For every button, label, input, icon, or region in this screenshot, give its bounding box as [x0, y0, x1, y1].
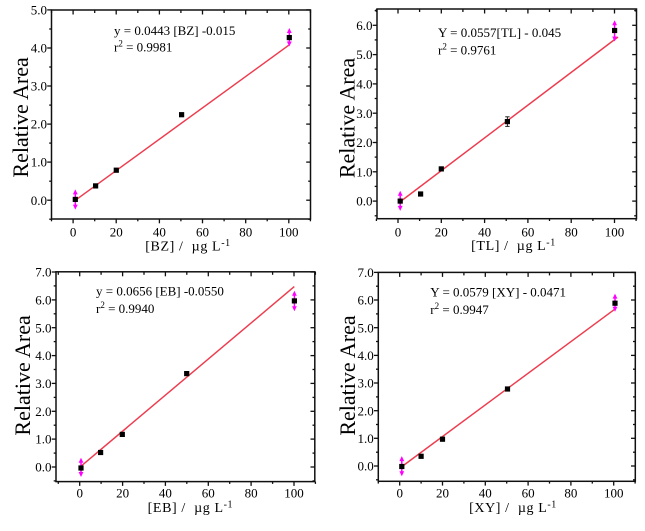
svg-text:Relative Area: Relative Area: [335, 58, 360, 179]
svg-text:[BZ] / µg L-1: [BZ] / µg L-1: [145, 238, 230, 255]
svg-text:40: 40: [478, 225, 491, 240]
svg-text:3.0: 3.0: [31, 79, 47, 94]
svg-text:y = 0.0443 [BZ] -0.015: y = 0.0443 [BZ] -0.015: [114, 23, 235, 38]
svg-text:6.0: 6.0: [358, 293, 374, 308]
svg-text:r2 = 0.9940: r2 = 0.9940: [96, 300, 154, 316]
svg-text:40: 40: [479, 486, 492, 501]
svg-text:6.0: 6.0: [356, 18, 372, 33]
svg-text:0.0: 0.0: [356, 194, 372, 209]
svg-text:[XY] / µg L-1: [XY] / µg L-1: [469, 500, 557, 517]
svg-text:5.0: 5.0: [356, 47, 372, 62]
svg-text:2.0: 2.0: [35, 404, 51, 419]
svg-text:Relative Area: Relative Area: [335, 315, 360, 436]
svg-text:0.0: 0.0: [358, 459, 374, 474]
svg-text:100: 100: [604, 486, 624, 501]
svg-text:y = 0.0656 [EB] -0.0550: y = 0.0656 [EB] -0.0550: [96, 284, 224, 299]
svg-text:5.0: 5.0: [35, 320, 51, 335]
svg-text:0.0: 0.0: [35, 460, 51, 475]
svg-text:60: 60: [521, 225, 534, 240]
svg-text:5.0: 5.0: [358, 320, 374, 335]
svg-text:40: 40: [153, 225, 166, 240]
svg-text:Y = 0.0579 [XY] - 0.0471: Y = 0.0579 [XY] - 0.0471: [430, 284, 566, 299]
svg-text:80: 80: [565, 225, 578, 240]
svg-text:7.0: 7.0: [358, 265, 374, 280]
svg-text:3.0: 3.0: [358, 376, 374, 391]
svg-text:3.0: 3.0: [356, 106, 372, 121]
svg-text:1.0: 1.0: [358, 431, 374, 446]
svg-text:3.0: 3.0: [35, 376, 51, 391]
svg-text:80: 80: [564, 486, 577, 501]
svg-text:2.0: 2.0: [31, 117, 47, 132]
svg-text:0.0: 0.0: [31, 193, 47, 208]
svg-text:40: 40: [159, 486, 172, 501]
svg-text:5.0: 5.0: [31, 3, 47, 18]
svg-text:r2 = 0.9947: r2 = 0.9947: [430, 301, 489, 317]
svg-text:80: 80: [239, 225, 252, 240]
svg-text:60: 60: [196, 225, 209, 240]
svg-text:6.0: 6.0: [35, 293, 51, 308]
svg-text:r2 = 0.9981: r2 = 0.9981: [114, 39, 172, 55]
svg-text:80: 80: [245, 486, 258, 501]
svg-text:20: 20: [116, 486, 129, 501]
svg-text:7.0: 7.0: [35, 265, 51, 280]
svg-text:[TL] / µg L-1: [TL] / µg L-1: [471, 238, 556, 255]
svg-text:0: 0: [395, 225, 402, 240]
svg-text:100: 100: [284, 486, 304, 501]
svg-text:20: 20: [436, 486, 449, 501]
svg-text:100: 100: [279, 225, 299, 240]
svg-text:4.0: 4.0: [356, 77, 372, 92]
svg-text:r2 = 0.9761: r2 = 0.9761: [438, 42, 496, 58]
svg-text:2.0: 2.0: [358, 403, 374, 418]
svg-text:0: 0: [70, 225, 77, 240]
svg-text:20: 20: [435, 225, 448, 240]
svg-text:20: 20: [110, 225, 123, 240]
svg-text:Relative Area: Relative Area: [8, 57, 33, 178]
svg-text:0: 0: [396, 486, 403, 501]
svg-text:4.0: 4.0: [358, 348, 374, 363]
svg-text:Y = 0.0557[TL] - 0.045: Y = 0.0557[TL] - 0.045: [438, 25, 561, 40]
svg-text:60: 60: [202, 486, 215, 501]
svg-text:1.0: 1.0: [35, 432, 51, 447]
svg-text:1.0: 1.0: [356, 164, 372, 179]
svg-text:2.0: 2.0: [356, 135, 372, 150]
svg-text:100: 100: [605, 225, 625, 240]
svg-text:0: 0: [76, 486, 83, 501]
svg-text:[EB] / µg L-1: [EB] / µg L-1: [148, 500, 233, 517]
svg-text:Relative Area: Relative Area: [10, 315, 35, 436]
svg-text:1.0: 1.0: [31, 155, 47, 170]
svg-text:4.0: 4.0: [35, 348, 51, 363]
svg-text:4.0: 4.0: [31, 41, 47, 56]
svg-text:60: 60: [522, 486, 535, 501]
